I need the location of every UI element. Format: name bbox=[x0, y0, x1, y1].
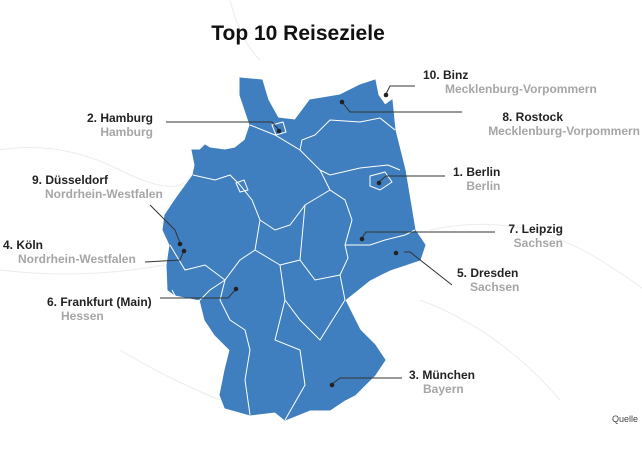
city-name: 3. München bbox=[409, 368, 476, 382]
marker-dresden bbox=[393, 250, 399, 256]
state-name: Mecklenburg-Vorpommern bbox=[445, 82, 597, 96]
state-name: Nordrhein-Westfalen bbox=[45, 187, 163, 201]
state-name: Hamburg bbox=[100, 125, 153, 139]
state-name: Bayern bbox=[423, 382, 464, 396]
germany-outline bbox=[162, 77, 426, 421]
city-name: 2. Hamburg bbox=[86, 111, 153, 125]
label-berlin: 1. Berlin Berlin bbox=[453, 165, 500, 193]
city-name: 5. Dresden bbox=[457, 266, 519, 280]
label-koeln: 4. Köln Nordrhein-Westfalen bbox=[3, 238, 136, 266]
marker-leipzig bbox=[359, 236, 365, 242]
state-name: Nordrhein-Westfalen bbox=[18, 252, 136, 266]
marker-rostock bbox=[339, 99, 345, 105]
city-name: 10. Binz bbox=[423, 68, 469, 82]
label-rostock: 8. Rostock Mecklenburg-Vorpommern bbox=[488, 110, 640, 138]
label-duesseldorf: 9. Düsseldorf Nordrhein-Westfalen bbox=[32, 173, 163, 201]
label-frankfurt: 6. Frankfurt (Main) Hessen bbox=[47, 295, 152, 323]
state-name: Mecklenburg-Vorpommern bbox=[488, 124, 640, 138]
city-name: 7. Leipzig bbox=[508, 222, 563, 236]
marker-hamburg bbox=[276, 128, 282, 134]
label-hamburg: 2. Hamburg Hamburg bbox=[87, 111, 153, 139]
neighbor-countries bbox=[0, 0, 642, 401]
state-name: Hessen bbox=[61, 309, 104, 323]
marker-frankfurt bbox=[233, 286, 239, 292]
source-link[interactable]: Quelle bbox=[612, 414, 639, 424]
label-muenchen: 3. München Bayern bbox=[409, 368, 475, 396]
city-markers bbox=[177, 92, 399, 388]
label-dresden: 5. Dresden Sachsen bbox=[457, 266, 519, 294]
leader-lines bbox=[144, 85, 495, 385]
city-name: 9. Düsseldorf bbox=[32, 173, 109, 187]
label-leipzig: 7. Leipzig Sachsen bbox=[508, 222, 563, 250]
state-name: Berlin bbox=[466, 179, 501, 193]
city-name: 6. Frankfurt (Main) bbox=[47, 295, 152, 309]
marker-duesseldorf bbox=[177, 241, 183, 247]
map-title: Top 10 Reiseziele bbox=[211, 22, 385, 45]
marker-koeln bbox=[181, 248, 187, 254]
city-name: 1. Berlin bbox=[453, 165, 501, 179]
marker-muenchen bbox=[329, 382, 335, 388]
city-name: 8. Rostock bbox=[502, 110, 563, 124]
state-name: Sachsen bbox=[513, 236, 563, 250]
marker-binz bbox=[383, 92, 389, 98]
marker-berlin bbox=[376, 180, 382, 186]
city-name: 4. Köln bbox=[3, 238, 44, 252]
label-binz: 10. Binz Mecklenburg-Vorpommern bbox=[423, 68, 597, 96]
state-borders bbox=[169, 117, 416, 421]
state-name: Sachsen bbox=[470, 280, 520, 294]
